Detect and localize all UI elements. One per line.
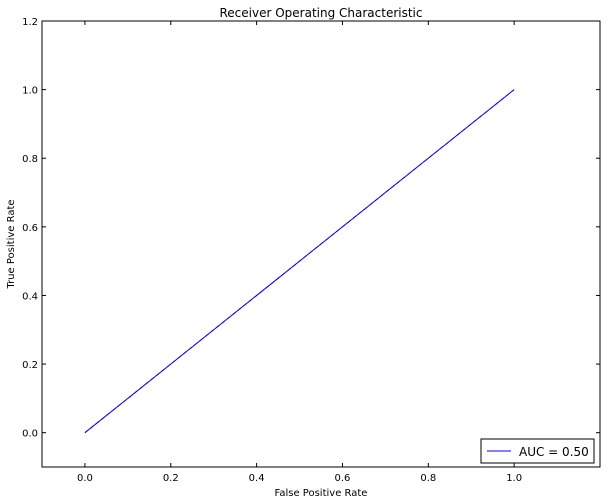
y-tick-label: 0.0	[22, 429, 38, 440]
plot-area	[84, 89, 515, 434]
x-tick-label: 0.2	[163, 473, 179, 484]
x-axis-ticks: 0.0 0.2 0.4 0.6 0.8 1.0	[77, 21, 522, 484]
legend-label: AUC = 0.50	[519, 445, 589, 459]
x-axis-label: False Positive Rate	[275, 488, 368, 499]
y-tick-label: 0.8	[22, 154, 38, 165]
x-tick-label: 0.4	[249, 473, 265, 484]
x-tick-label: 1.0	[506, 473, 522, 484]
x-tick-label: 0.6	[335, 473, 351, 484]
chart-title: Receiver Operating Characteristic	[219, 6, 422, 20]
y-tick-label: 1.0	[22, 86, 38, 97]
plot-frame	[41, 20, 601, 468]
y-tick-label: 0.4	[22, 291, 38, 302]
x-tick-label: 0.8	[420, 473, 436, 484]
y-axis-label: True Positive Rate	[6, 199, 17, 289]
x-tick-label: 0.0	[77, 473, 93, 484]
y-tick-label: 0.6	[22, 223, 38, 234]
y-axis-ticks: 0.0 0.2 0.4 0.6 0.8 1.0 1.2	[22, 17, 600, 440]
legend: AUC = 0.50	[480, 438, 595, 464]
roc-curve-line	[84, 89, 515, 434]
y-tick-label: 1.2	[22, 17, 38, 28]
y-tick-label: 0.2	[22, 360, 38, 371]
